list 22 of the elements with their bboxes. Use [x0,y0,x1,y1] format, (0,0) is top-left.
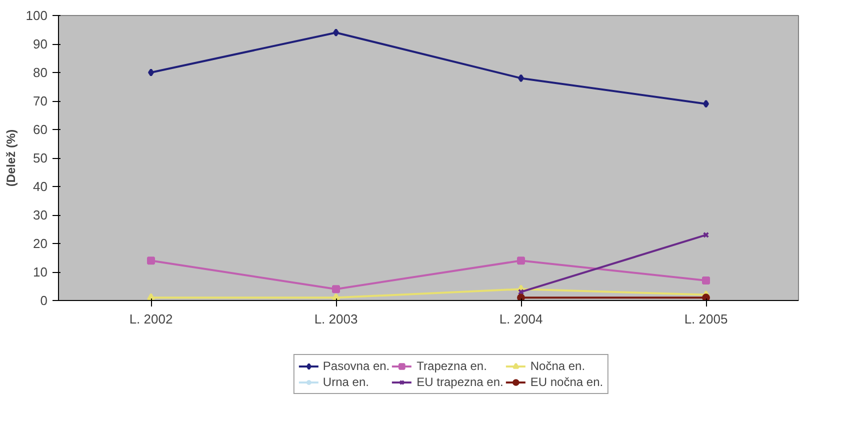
y-tick-label: 90 [33,36,48,52]
y-tick-label: 80 [33,65,48,80]
y-tick-label: 70 [33,94,48,108]
y-tick-label: 50 [33,150,48,166]
legend-label: Urna en. [322,375,369,389]
legend-label: Trapezna en. [416,359,487,373]
y-tick-label: 30 [33,208,48,222]
x-tick-label: L. 2005 [684,312,728,326]
y-tick-label: 10 [33,264,48,280]
x-tick-label: L. 2003 [314,312,358,326]
x-tick-label: L. 2004 [499,312,543,326]
y-tick-label: 0 [40,293,48,308]
y-axis-title: (Delež (%) [4,129,18,187]
y-tick-label: 100 [26,8,48,23]
y-tick-label: 60 [33,122,48,137]
y-tick-label: 20 [33,236,48,251]
x-tick-label: L. 2002 [129,312,173,326]
legend-label: Pasovna en. [322,359,390,373]
legend-label: EU trapezna en. [416,375,504,389]
legend-label: Nočna en. [530,359,586,373]
y-tick-label: 40 [33,179,48,194]
legend-label: EU nočna en. [530,375,604,389]
